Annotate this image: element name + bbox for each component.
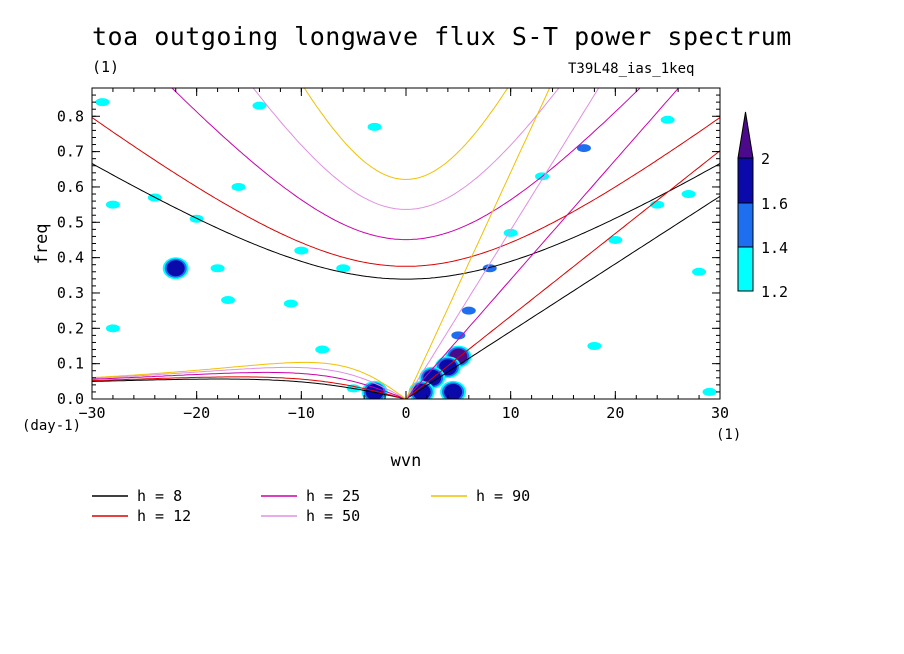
- kelvin-curve: [405, 150, 720, 399]
- y-unit-label: (day-1): [22, 418, 81, 434]
- contour-region: [221, 296, 236, 305]
- contour-region: [294, 246, 309, 255]
- colorbar-label: 2: [761, 150, 770, 168]
- inertia-gravity-curve: [92, 117, 720, 267]
- kelvin-curve: [405, 88, 551, 399]
- contour-region: [315, 345, 330, 354]
- contour-region: [702, 387, 717, 396]
- rossby-curve: [92, 378, 407, 399]
- contour-region: [576, 144, 591, 153]
- contour-region: [210, 264, 225, 273]
- contour-region: [283, 299, 298, 308]
- legend: h = 8 h = 12 h = 25 h = 50 h = 90: [92, 487, 530, 525]
- x-axis-label: wvn: [391, 451, 422, 471]
- y-tick-label: 0.4: [57, 249, 84, 267]
- contour-region: [587, 341, 602, 350]
- power-contours: [95, 98, 717, 399]
- x-unit-label: (1): [716, 427, 741, 443]
- x-tick-label: 20: [606, 404, 624, 422]
- axes: −30 −20 −10 0 10 20 30 0.0 0.1 0.2 0.3 0.4 0.5 0.6 0.7…: [22, 88, 741, 471]
- colorbar-segment: [737, 157, 754, 204]
- kelvin-curve: [405, 195, 720, 399]
- contour-region: [105, 324, 120, 333]
- contour-region: [252, 101, 267, 110]
- contour-region: [461, 306, 476, 315]
- kelvin-curve: [405, 88, 600, 399]
- rossby-curve: [92, 366, 407, 399]
- y-tick-label: 0.7: [57, 143, 84, 161]
- dispersion-curves: [92, 88, 720, 399]
- contour-region: [692, 267, 707, 276]
- x-tick-label: 10: [502, 404, 520, 422]
- contour-region: [444, 383, 463, 399]
- x-tick-label: −30: [78, 404, 105, 422]
- inertia-gravity-curve: [303, 88, 509, 180]
- contour-region: [608, 235, 623, 244]
- legend-label: h = 90: [476, 487, 530, 505]
- y-tick-label: 0.3: [57, 284, 84, 302]
- y-tick-label: 0.0: [57, 390, 84, 408]
- contour-region: [681, 190, 696, 199]
- legend-label: h = 50: [306, 507, 360, 525]
- y-tick-label: 0.8: [57, 107, 84, 125]
- contour-region: [367, 122, 382, 131]
- y-tick-label: 0.5: [57, 213, 84, 231]
- rossby-curve: [92, 371, 407, 399]
- colorbar-label: 1.2: [761, 283, 788, 301]
- chart-unit-label: (1): [92, 58, 120, 76]
- inertia-gravity-curve: [92, 163, 720, 280]
- contour-region: [231, 182, 246, 191]
- contour-region: [166, 260, 185, 277]
- x-tick-label: 30: [711, 404, 729, 422]
- x-tick-label: −10: [288, 404, 315, 422]
- contour-region: [105, 200, 120, 209]
- contour-region: [336, 264, 351, 273]
- colorbar-label: 1.4: [761, 239, 788, 257]
- inertia-gravity-curve: [252, 88, 560, 210]
- contour-region: [412, 383, 431, 399]
- rossby-curve: [92, 361, 407, 399]
- y-axis-label: freq: [32, 224, 52, 265]
- chart-title: toa outgoing longwave flux S-T power spe…: [92, 22, 792, 51]
- y-tick-label: 0.6: [57, 178, 84, 196]
- rossby-curve: [92, 376, 407, 399]
- contour-region: [660, 115, 675, 124]
- y-tick-label: 0.1: [57, 355, 84, 373]
- colorbar-segment: [737, 202, 754, 248]
- contour-region: [438, 359, 457, 376]
- contour-region: [95, 98, 110, 107]
- legend-label: h = 8: [137, 487, 182, 505]
- x-tick-label: −20: [183, 404, 210, 422]
- colorbar-label: 1.6: [761, 195, 788, 213]
- legend-label: h = 12: [137, 507, 191, 525]
- colorbar: 1.2 1.4 1.6 2: [737, 111, 788, 301]
- experiment-label: T39L48_ias_1keq: [568, 61, 695, 77]
- x-tick-label: 0: [401, 404, 410, 422]
- y-tick-label: 0.2: [57, 319, 84, 337]
- colorbar-segment: [737, 246, 754, 292]
- contour-region: [451, 331, 466, 340]
- legend-label: h = 25: [306, 487, 360, 505]
- colorbar-arrow: [737, 111, 754, 159]
- kelvin-curve: [405, 88, 680, 399]
- plot-frame: [91, 87, 721, 400]
- inertia-gravity-curve: [171, 88, 641, 241]
